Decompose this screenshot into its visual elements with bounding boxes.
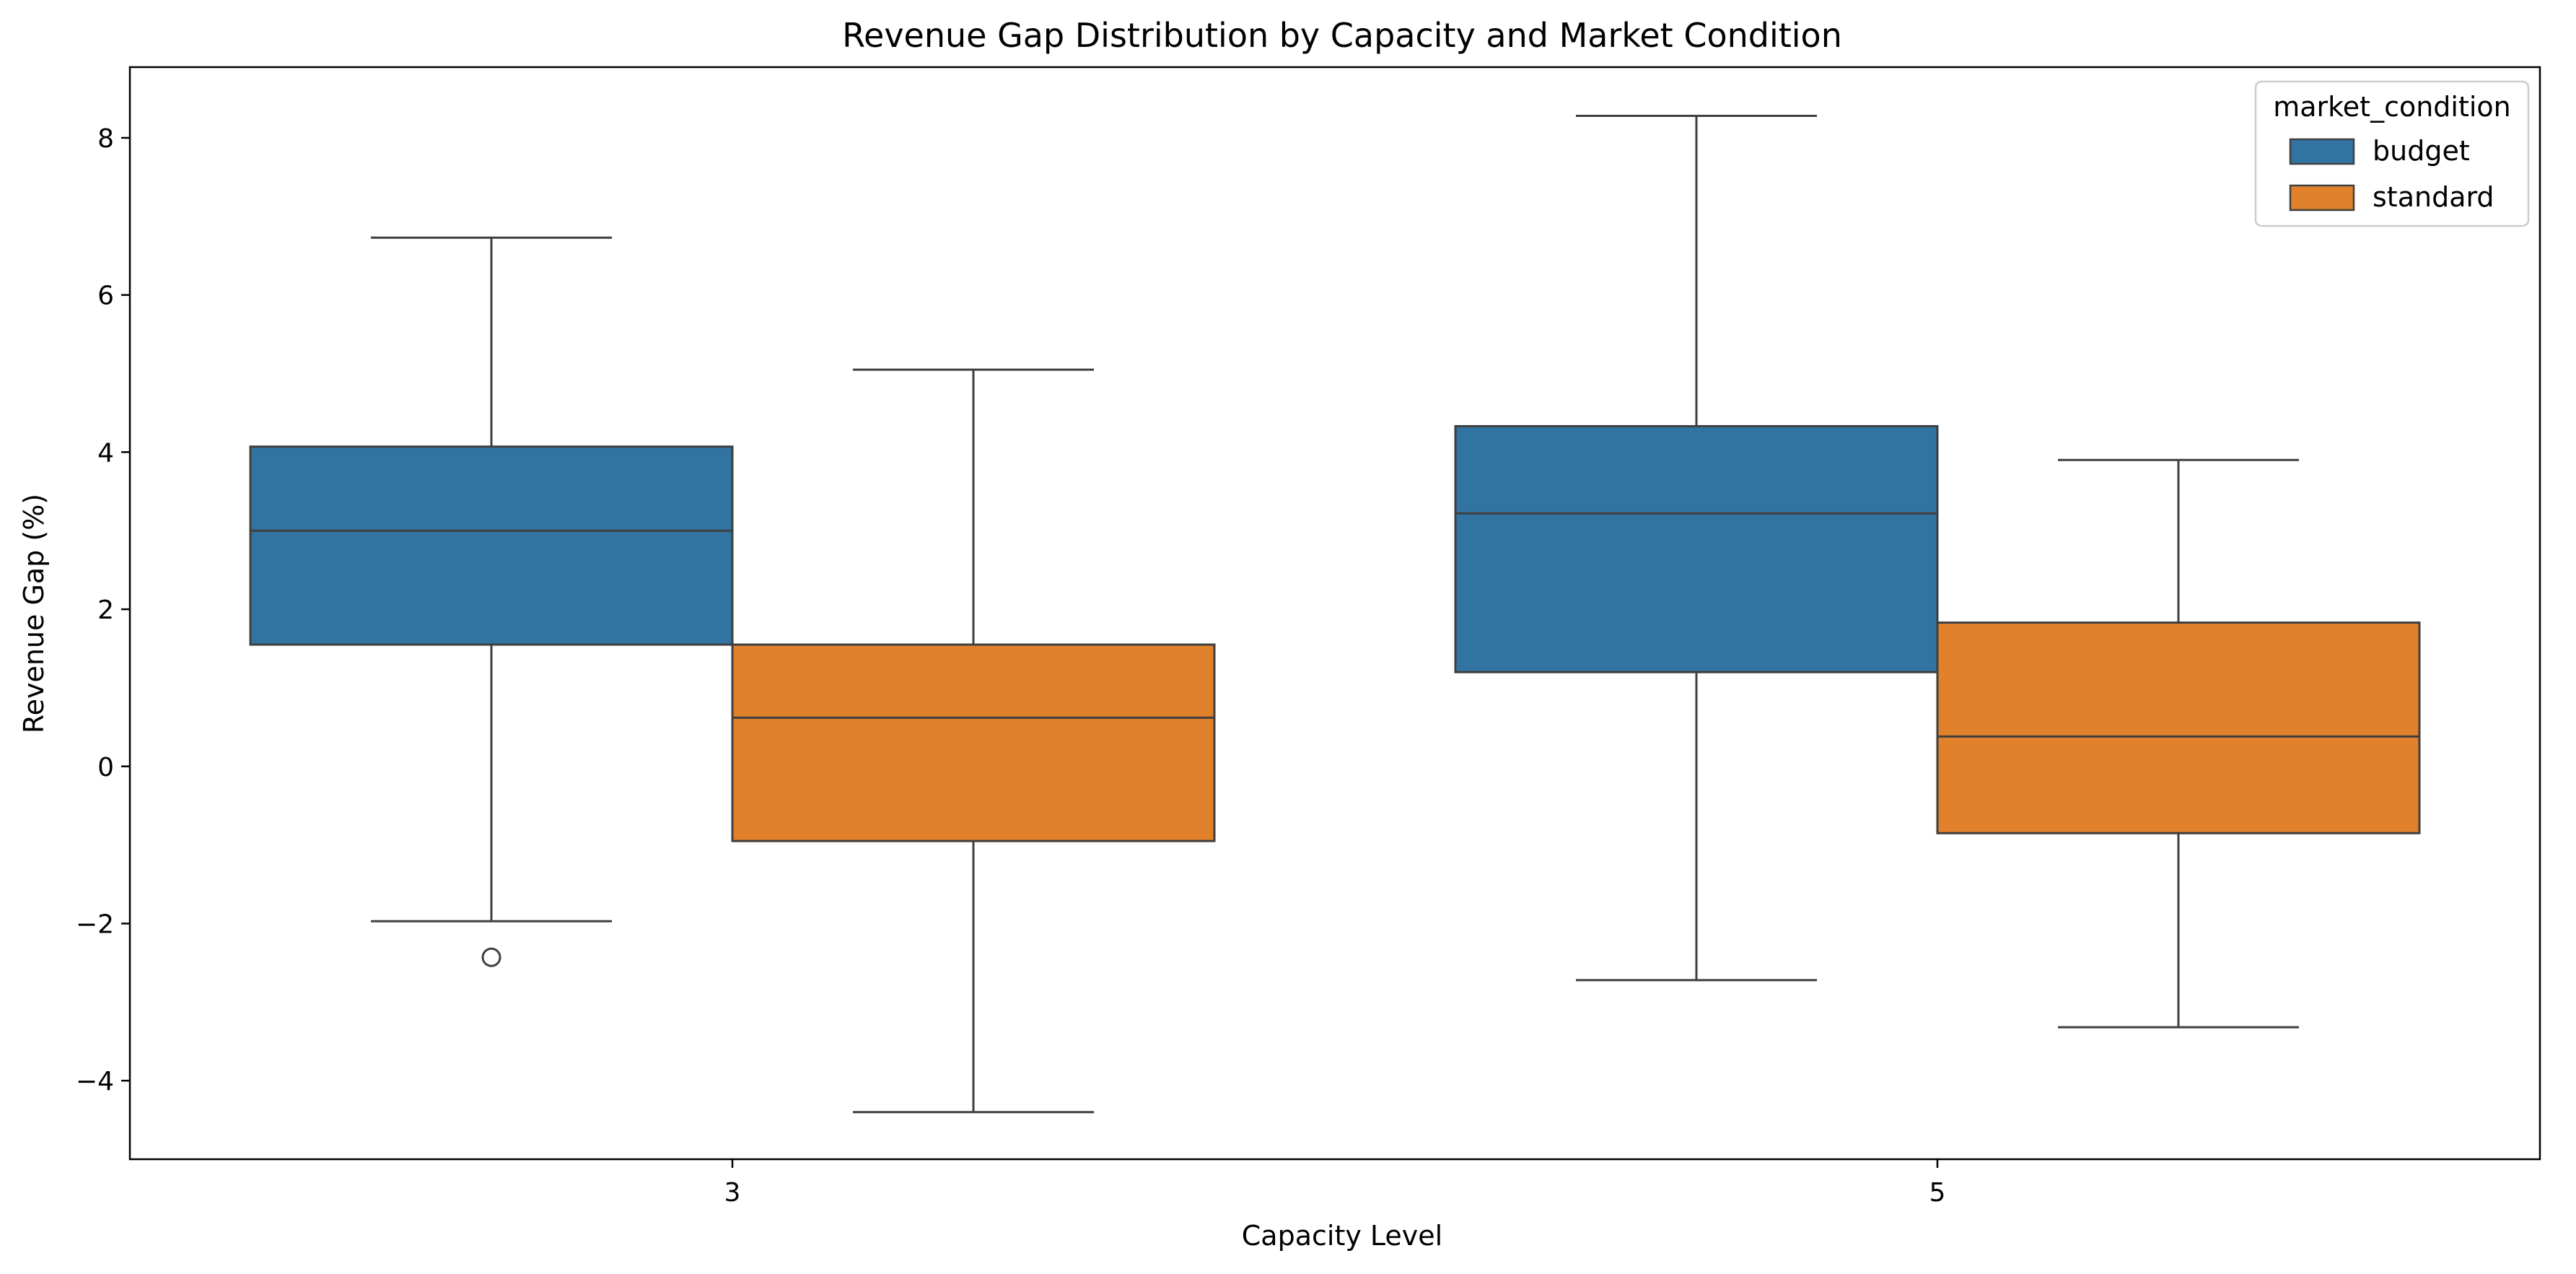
legend-label: budget xyxy=(2373,135,2470,167)
legend-swatch xyxy=(2289,184,2355,211)
y-tick-label: 6 xyxy=(97,282,114,311)
chart-title: Revenue Gap Distribution by Capacity and… xyxy=(842,16,1842,55)
outlier-point xyxy=(481,947,501,967)
y-tick-label: −2 xyxy=(76,909,114,939)
y-tick-label: 8 xyxy=(97,124,114,154)
box-standard-5 xyxy=(1936,458,2421,1029)
x-tick-label: 3 xyxy=(724,1178,741,1208)
x-axis-label: Capacity Level xyxy=(1242,1220,1442,1252)
iqr-box xyxy=(1454,424,1939,673)
box-budget-3 xyxy=(249,236,734,967)
iqr-box xyxy=(1936,621,2421,834)
legend-swatch xyxy=(2289,138,2355,165)
iqr-box xyxy=(249,445,734,646)
box-standard-3 xyxy=(731,368,1216,1114)
x-tick-label: 5 xyxy=(1929,1178,1946,1208)
plot-area xyxy=(249,114,2421,1114)
legend-item-budget: budget xyxy=(2289,135,2470,167)
legend-item-standard: standard xyxy=(2289,181,2494,213)
box-budget-5 xyxy=(1454,114,1939,982)
iqr-box xyxy=(731,643,1216,842)
y-tick-label: 2 xyxy=(97,595,114,625)
y-axis: −4 −2 0 2 4 6 8 xyxy=(76,124,130,1096)
y-tick-label: 0 xyxy=(97,753,114,782)
y-tick-label: −4 xyxy=(76,1067,114,1096)
legend-label: standard xyxy=(2373,181,2494,213)
axes-frame xyxy=(128,66,2541,1161)
y-tick-label: 4 xyxy=(97,438,114,468)
legend-title: market_condition xyxy=(2273,91,2511,123)
y-axis-label: Revenue Gap (%) xyxy=(18,494,50,733)
